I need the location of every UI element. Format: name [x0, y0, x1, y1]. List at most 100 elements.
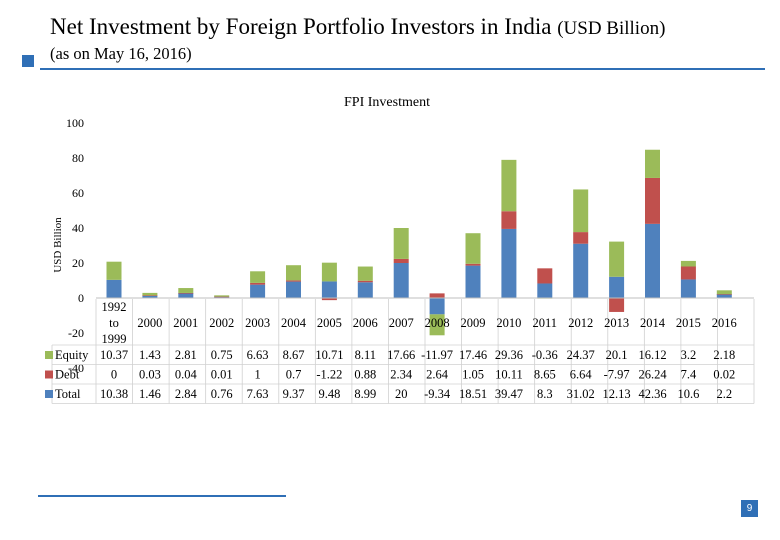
- bar-equity: [501, 159, 517, 212]
- bar-debt: [321, 298, 337, 301]
- table-cell: 3.2: [681, 348, 697, 362]
- table-cell: 1.46: [139, 387, 161, 401]
- table-cell: 42.36: [638, 387, 666, 401]
- category-label: 2008: [425, 316, 450, 330]
- y-tick-label: 20: [72, 256, 84, 270]
- table-cell: 0.01: [211, 368, 233, 382]
- table-cell: -7.97: [604, 368, 630, 382]
- table-cell: 8.67: [283, 348, 305, 362]
- bar-debt: [214, 296, 230, 298]
- bar-debt: [609, 298, 625, 312]
- footer-divider: [38, 495, 286, 497]
- category-label: to: [109, 316, 119, 330]
- bar-debt: [645, 177, 660, 224]
- legend-label: Debt: [55, 368, 80, 382]
- category-label: 2004: [281, 316, 307, 330]
- bar-debt: [178, 292, 194, 294]
- bar-equity: [250, 271, 266, 283]
- bar-equity: [609, 241, 625, 277]
- bar-total: [716, 294, 732, 298]
- bar-equity: [178, 288, 194, 293]
- category-label: 2015: [676, 316, 701, 330]
- category-label: 2006: [353, 316, 378, 330]
- table-cell: 10.71: [315, 348, 343, 362]
- table-cell: 7.63: [247, 387, 269, 401]
- y-axis-label: USD Billion: [52, 217, 64, 273]
- bar-equity: [214, 295, 230, 297]
- bar-equity: [393, 228, 409, 259]
- table-cell: 2.34: [390, 368, 413, 382]
- table-cell: 0.02: [713, 368, 735, 382]
- bar-total: [357, 282, 373, 298]
- y-tick-label: -20: [68, 326, 84, 340]
- table-cell: 18.51: [459, 387, 487, 401]
- table-cell: 17.46: [459, 348, 487, 362]
- table-cell: 31.02: [567, 387, 595, 401]
- title-unit: (USD Billion): [557, 18, 666, 39]
- bar-equity: [680, 260, 696, 267]
- table-cell: 10.38: [100, 387, 128, 401]
- bar-equity: [573, 189, 589, 233]
- category-label: 2005: [317, 316, 342, 330]
- bar-equity: [321, 262, 337, 282]
- bar-debt: [429, 293, 445, 298]
- bar-debt: [142, 295, 158, 296]
- category-label: 1992: [102, 300, 127, 314]
- table-cell: 26.24: [638, 368, 667, 382]
- y-tick-label: 0: [78, 291, 84, 305]
- table-cell: 39.47: [495, 387, 523, 401]
- table-cell: 8.3: [537, 387, 553, 401]
- table-cell: 6.63: [247, 348, 269, 362]
- table-cell: 7.4: [681, 368, 697, 382]
- table-cell: 10.11: [495, 368, 523, 382]
- table-cell: 9.48: [318, 387, 340, 401]
- table-cell: 2.2: [716, 387, 732, 401]
- bar-total: [321, 281, 337, 298]
- bar-equity: [465, 233, 481, 264]
- table-cell: 0.76: [211, 387, 233, 401]
- table-cell: 8.65: [534, 368, 556, 382]
- bar-debt: [501, 211, 517, 229]
- table-cell: 8.11: [355, 348, 376, 362]
- bar-debt: [465, 263, 481, 266]
- bar-total: [501, 228, 517, 298]
- bar-debt: [537, 268, 553, 284]
- bar-total: [214, 296, 230, 298]
- bar-debt: [573, 232, 589, 244]
- bar-total: [429, 298, 445, 315]
- category-label: 2009: [461, 316, 486, 330]
- table-cell: 2.81: [175, 348, 197, 362]
- bar-total: [465, 265, 481, 298]
- y-tick-label: 80: [72, 151, 84, 165]
- table-cell: 0.04: [175, 368, 198, 382]
- table-cell: -11.97: [421, 348, 453, 362]
- category-label: 2002: [209, 316, 234, 330]
- table-cell: 6.64: [570, 368, 593, 382]
- table-cell: 2.64: [426, 368, 449, 382]
- table-cell: 29.36: [495, 348, 523, 362]
- legend-key-total: [45, 390, 53, 398]
- table-cell: 0.88: [354, 368, 376, 382]
- table-cell: 0: [111, 368, 117, 382]
- y-tick-label: 60: [72, 186, 84, 200]
- bar-total: [645, 223, 660, 298]
- legend-key-equity: [45, 351, 53, 359]
- bar-equity: [106, 261, 122, 280]
- table-cell: -0.36: [532, 348, 558, 362]
- category-label: 2000: [137, 316, 162, 330]
- bar-total: [393, 263, 409, 298]
- category-label: 2011: [533, 316, 558, 330]
- bar-total: [178, 293, 194, 298]
- bar-total: [106, 279, 122, 298]
- category-label: 2013: [604, 316, 629, 330]
- page-number: 9: [741, 500, 758, 517]
- table-cell: 2.18: [713, 348, 735, 362]
- category-label: 2012: [568, 316, 593, 330]
- accent-square: [22, 55, 34, 67]
- table-cell: 16.12: [638, 348, 666, 362]
- bar-debt: [680, 266, 696, 280]
- bar-total: [286, 281, 301, 298]
- table-cell: 1.43: [139, 348, 161, 362]
- bar-debt: [250, 282, 266, 285]
